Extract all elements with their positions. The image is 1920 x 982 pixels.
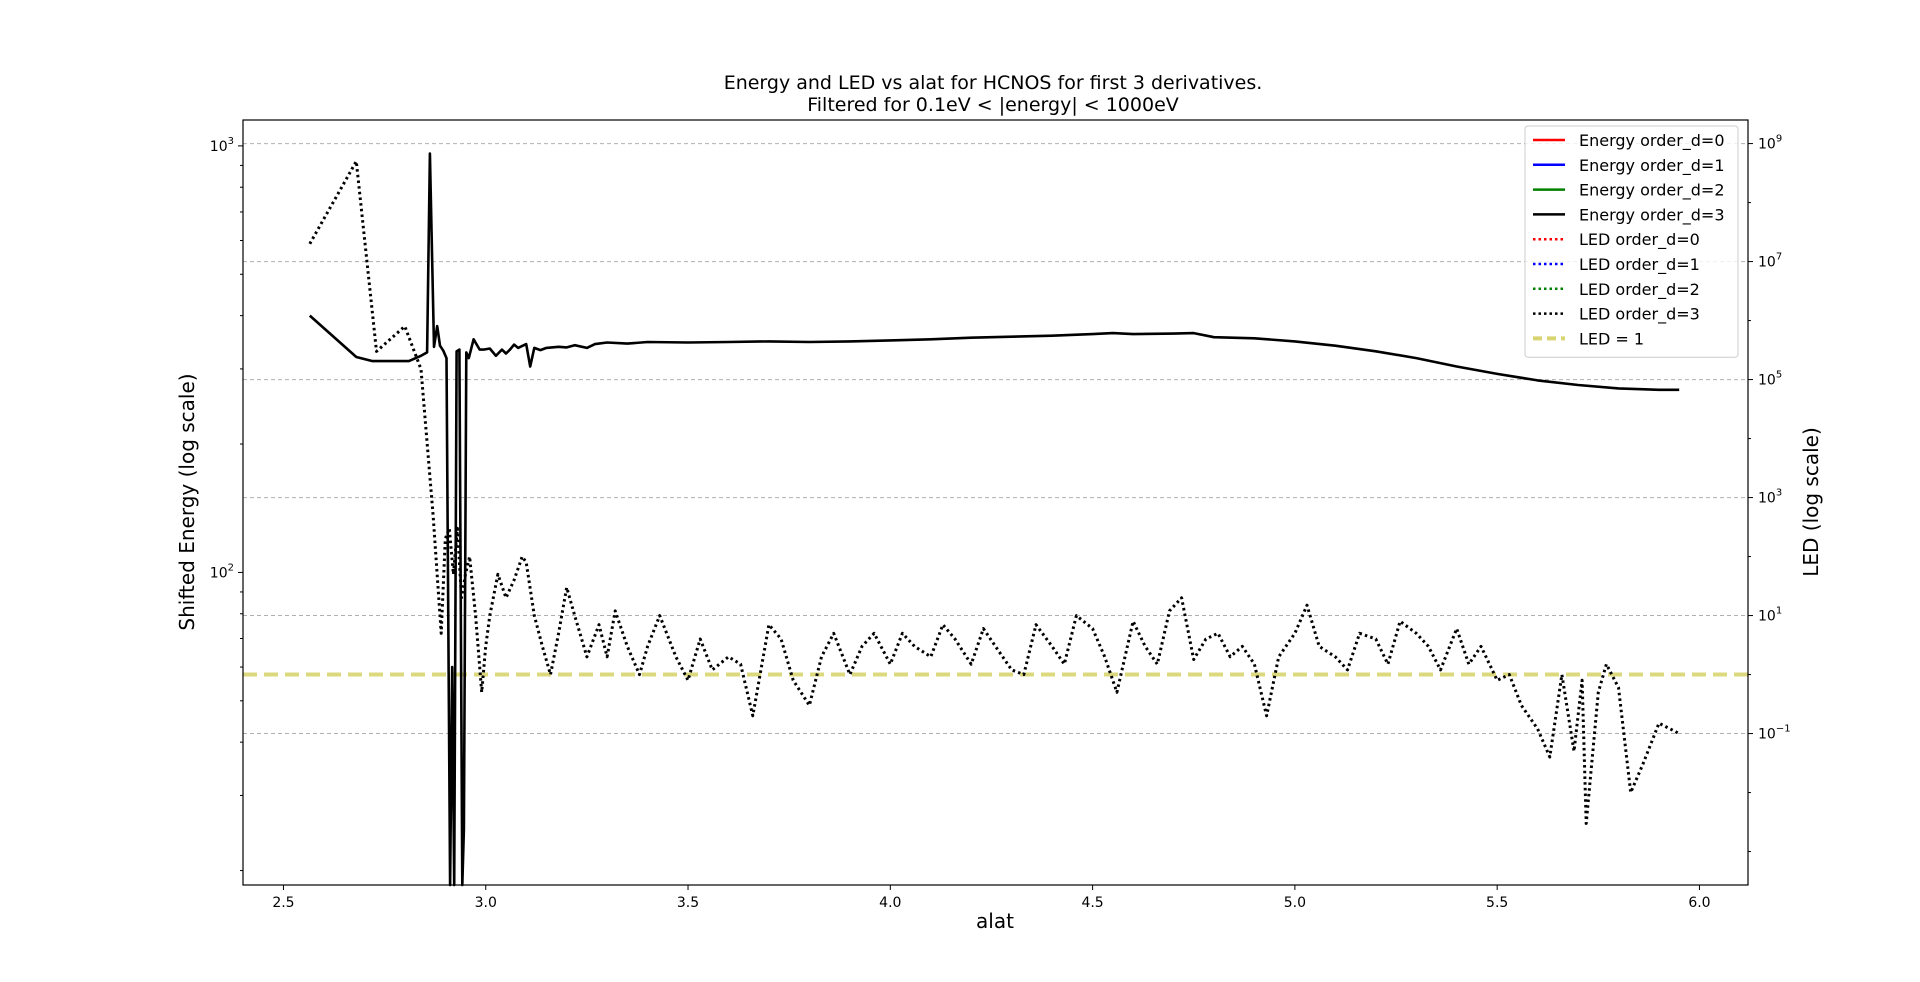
right-tick-label: 10−1 (1758, 724, 1791, 743)
left-axis-label: Shifted Energy (log scale) (175, 373, 199, 630)
legend-label: LED = 1 (1579, 329, 1644, 348)
legend-label: Energy order_d=0 (1579, 131, 1725, 151)
led-series-line (308, 159, 1680, 825)
right-tick-label: 105 (1758, 370, 1782, 389)
right-tick-label: 103 (1758, 488, 1782, 507)
x-tick-label: 3.5 (677, 895, 699, 911)
series-group (308, 152, 1680, 887)
right-tick-label: 101 (1758, 606, 1782, 625)
x-tick-label: 5.5 (1486, 895, 1508, 911)
grid-lines (243, 143, 1748, 735)
x-axis-ticks: 2.5 3.0 3.5 4.0 4.5 5.0 5.5 6.0 (272, 885, 1711, 911)
right-axis-ticks: 109 107 105 103 101 10−1 (1748, 134, 1791, 853)
legend: Energy order_d=0 Energy order_d=1 Energy o… (1524, 125, 1739, 358)
x-tick-label: 5.0 (1284, 895, 1306, 911)
left-tick-label: 103 (210, 136, 234, 155)
legend-label: LED order_d=1 (1579, 255, 1700, 275)
left-tick-label: 102 (210, 562, 234, 581)
legend-label: Energy order_d=3 (1579, 205, 1725, 225)
energy-series-line (308, 152, 1680, 887)
right-tick-label: 109 (1758, 134, 1782, 153)
legend-label: LED order_d=2 (1579, 280, 1700, 300)
legend-box (1524, 125, 1739, 358)
left-axis-ticks: 103 102 (210, 136, 243, 872)
x-tick-label: 3.0 (475, 895, 497, 911)
x-tick-label: 6.0 (1688, 895, 1710, 911)
x-tick-label: 4.5 (1081, 895, 1103, 911)
legend-label: LED order_d=0 (1579, 230, 1700, 250)
right-axis-label: LED (log scale) (1799, 427, 1823, 577)
legend-label: Energy order_d=2 (1579, 181, 1725, 201)
x-tick-label: 2.5 (272, 895, 294, 911)
chart-title: Energy and LED vs alat for HCNOS for fir… (724, 72, 1263, 94)
chart-subtitle: Filtered for 0.1eV < |energy| < 1000eV (807, 94, 1179, 116)
legend-label: Energy order_d=1 (1579, 156, 1725, 176)
right-tick-label: 107 (1758, 252, 1782, 271)
x-tick-label: 4.0 (879, 895, 901, 911)
x-axis-label: alat (976, 909, 1014, 933)
plot-frame (242, 119, 1749, 886)
legend-label: LED order_d=3 (1579, 305, 1700, 325)
